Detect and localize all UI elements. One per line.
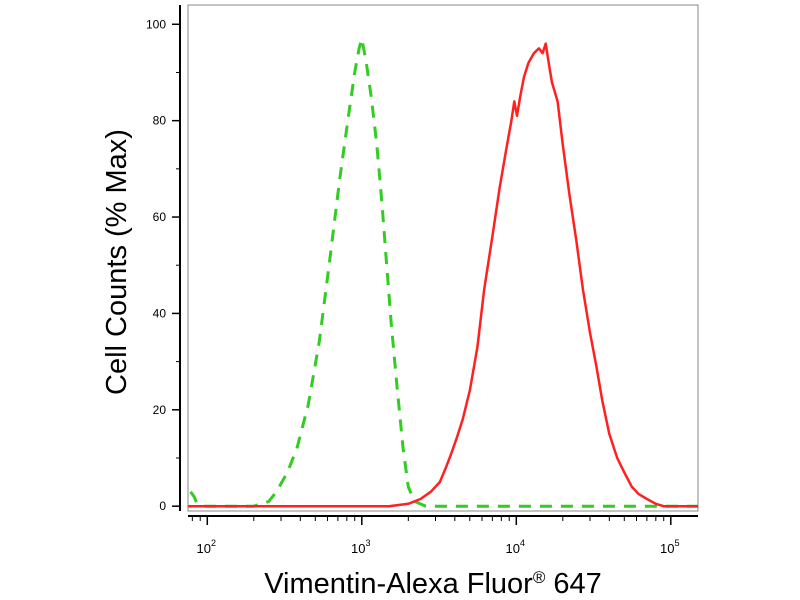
y-tick-label: 40 xyxy=(153,306,167,320)
plot-frame xyxy=(187,4,699,512)
x-axis-title: Vimentin-Alexa Fluor® 647 xyxy=(264,568,602,600)
series-line-1 xyxy=(189,37,698,508)
series-layer xyxy=(188,37,698,508)
y-axis-title: Cell Counts (% Max) xyxy=(101,129,133,395)
x-axis-title-suffix: 647 xyxy=(545,568,601,600)
x-axis-title-main: Vimentin-Alexa Fluor xyxy=(264,568,533,600)
x-tick-label: 105 xyxy=(660,538,679,556)
y-tick-label: 80 xyxy=(153,114,167,128)
x-ticks: 102 103 104 105 xyxy=(191,516,680,556)
series-line-2 xyxy=(188,42,698,508)
y-tick-label: 100 xyxy=(146,17,166,31)
y-tick-label: 20 xyxy=(153,403,167,417)
y-tick-label: 0 xyxy=(159,499,166,513)
x-tick-label: 102 xyxy=(197,538,216,556)
plot-border xyxy=(187,4,699,512)
y-ticks: 0 20 40 60 80 100 xyxy=(146,17,180,513)
x-axis-title-registered-mark: ® xyxy=(533,568,546,587)
y-tick-label: 60 xyxy=(153,210,167,224)
axes-layer xyxy=(179,5,698,517)
x-tick-label: 103 xyxy=(351,538,370,556)
x-tick-label: 104 xyxy=(506,538,525,556)
